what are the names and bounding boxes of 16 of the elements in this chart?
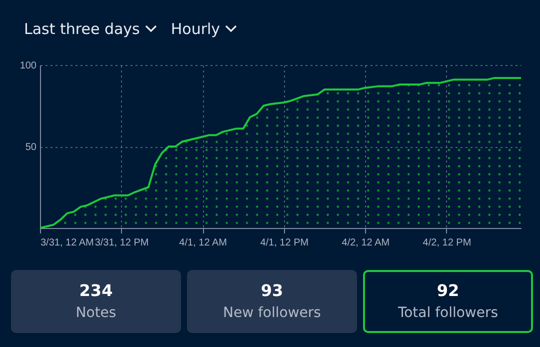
x-tick-label: 4/1, 12 PM <box>260 238 309 248</box>
text: Last three days <box>24 20 140 38</box>
x-tick-label: 4/2, 12 PM <box>422 238 472 248</box>
text: Hourly <box>170 20 220 38</box>
text: 93 <box>260 281 284 300</box>
text: New followers <box>222 305 322 321</box>
x-tick-label: 3/31, 12 AM <box>40 238 94 248</box>
y-tick-label: 100 <box>20 60 37 72</box>
x-tick-label: 4/2, 12 AM <box>342 238 390 248</box>
text: Notes <box>74 305 118 321</box>
x-tick-label: 3/31, 12 PM <box>94 238 149 248</box>
x-tick-label: 4/1, 12 AM <box>179 238 227 248</box>
text: 234 <box>78 281 114 300</box>
y-tick-label: 50 <box>25 142 37 153</box>
text: 92 <box>436 281 460 300</box>
text: Total followers <box>396 305 500 321</box>
